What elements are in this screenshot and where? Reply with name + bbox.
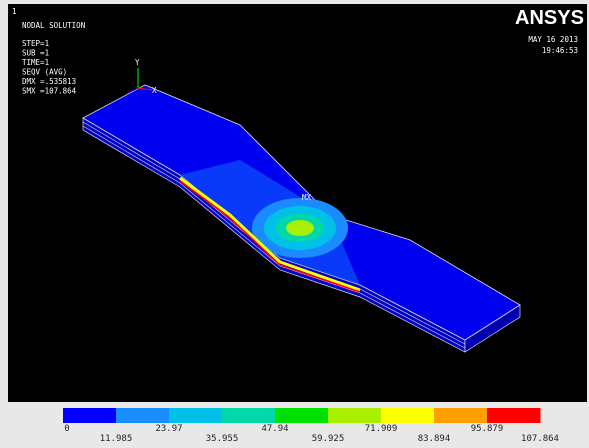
legend-label: 107.864 (521, 434, 559, 444)
legend-swatch (222, 408, 276, 423)
legend-swatch (116, 408, 170, 423)
legend-label: 11.985 (100, 434, 133, 444)
title: NODAL SOLUTION (22, 21, 85, 30)
legend-swatch (434, 408, 488, 423)
axis-y-label: Y (135, 58, 140, 67)
axis-x-label: X (152, 86, 157, 95)
legend-label: 23.97 (155, 424, 182, 434)
param: SMX =107.864 (22, 87, 77, 96)
window-number: 1 (12, 7, 17, 16)
legend: 0 11.985 23.97 35.955 47.94 59.925 71.909 83.89… (63, 408, 559, 444)
screen: 1 NODAL SOLUTION STEP=1SUB =1TIME=1SEQV … (0, 0, 589, 448)
page: {"window": {"number": "1", "title": "NOD… (0, 0, 589, 448)
legend-swatch (275, 408, 329, 423)
date: MAY 16 2013 (528, 35, 578, 44)
logo: ANSYS (515, 7, 584, 29)
legend-label: 59.925 (312, 434, 345, 444)
param: SUB =1 (22, 49, 49, 58)
legend-label: 95.879 (471, 424, 504, 434)
time: 19:46:53 (542, 46, 578, 55)
param: STEP=1 (22, 39, 49, 48)
contour (286, 220, 314, 236)
param: DMX =.535813 (22, 77, 76, 86)
legend-swatch (63, 408, 117, 423)
legend-label: 0 (64, 424, 69, 434)
max-marker: MX (302, 193, 312, 202)
param: SEQV (AVG) (22, 68, 67, 77)
legend-swatch (328, 408, 382, 423)
legend-label: 83.894 (418, 434, 451, 444)
param: TIME=1 (22, 58, 49, 67)
legend-swatch (381, 408, 435, 423)
legend-swatch (487, 408, 541, 423)
legend-label: 71.909 (365, 424, 398, 434)
legend-label: 35.955 (206, 434, 239, 444)
legend-label: 47.94 (261, 424, 288, 434)
legend-swatch (169, 408, 223, 423)
